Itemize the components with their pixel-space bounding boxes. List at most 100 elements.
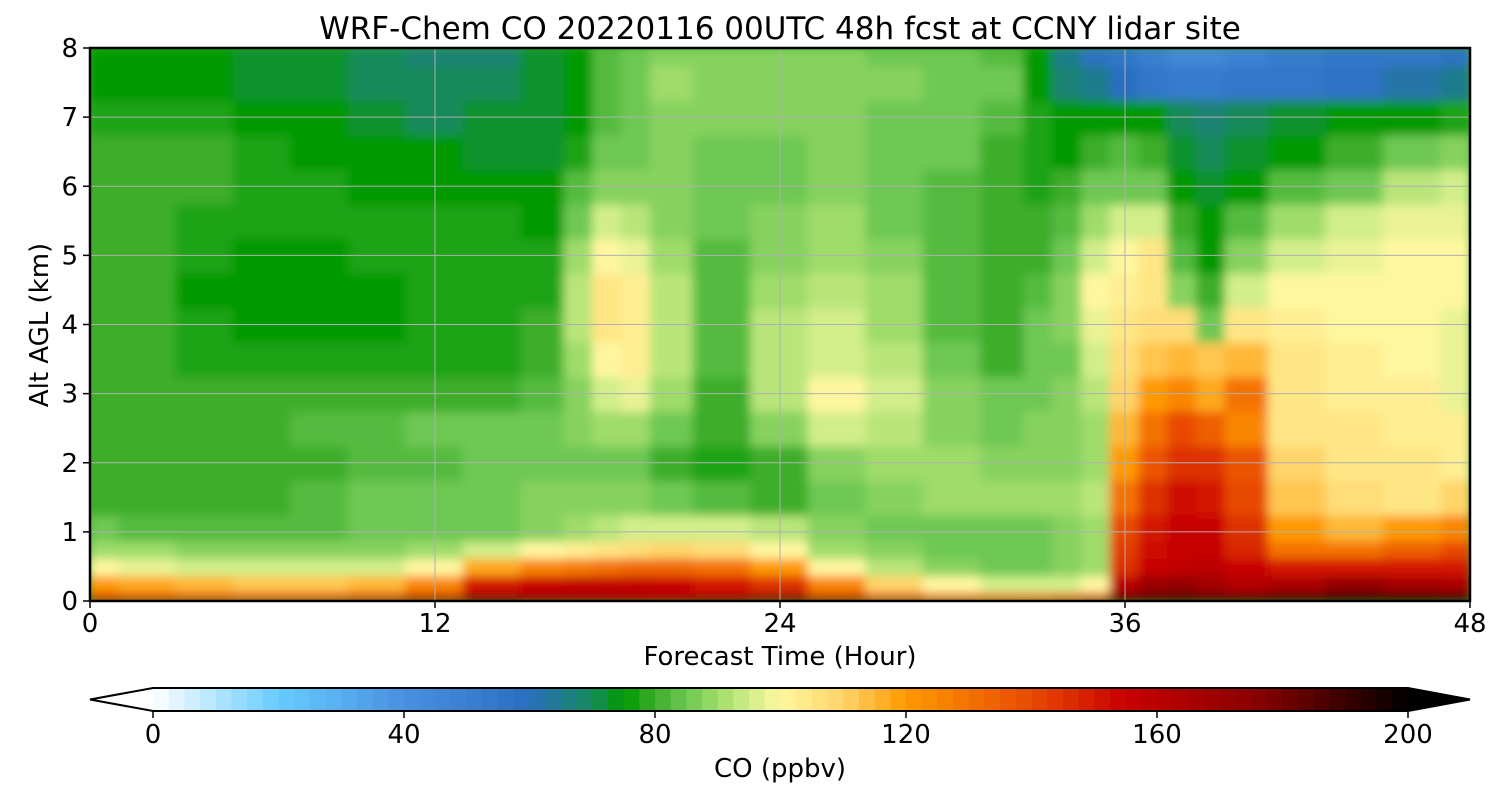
colorbar-swatch (388, 688, 405, 711)
contour-cell (1052, 479, 1083, 516)
contour-cell (807, 202, 868, 240)
contour-cell (980, 48, 1026, 67)
contour-cell (1267, 591, 1328, 601)
colorbar-swatch (231, 688, 248, 711)
colorbar-swatch (1329, 688, 1346, 711)
colorbar: 0 40 80 120 160 200 (89, 687, 1471, 750)
contour-cell (520, 64, 566, 101)
contour-cell (1267, 202, 1328, 240)
contour-cell (1052, 48, 1083, 67)
contour-cell (1138, 513, 1170, 542)
contour-cell (90, 202, 120, 240)
contour-cell (807, 340, 868, 378)
contour-cell (175, 271, 235, 309)
colorbar-swatch (200, 688, 217, 711)
contour-cell (1167, 202, 1198, 240)
contour-cell (347, 133, 408, 170)
contour-cell (807, 539, 868, 559)
contour-cell (592, 556, 623, 577)
contour-cell (1267, 409, 1328, 447)
contour-cell (1440, 479, 1470, 516)
colorbar-swatch (1015, 688, 1033, 711)
contour-cell (563, 409, 595, 447)
contour-cell (1325, 48, 1385, 67)
contour-cell (1167, 574, 1198, 594)
colorbar-swatch (435, 688, 452, 711)
contour-cell (922, 271, 983, 309)
colorbar-swatch (670, 688, 687, 711)
contour-cell (692, 409, 753, 447)
colorbar-swatch (968, 688, 986, 711)
colorbar-swatch (796, 688, 813, 711)
contour-cell (1325, 574, 1385, 594)
contour-cell (1325, 539, 1385, 559)
contour-cell (1080, 64, 1112, 101)
contour-cell (1052, 539, 1083, 559)
contour-cell (347, 340, 408, 378)
x-tick-label: 0 (82, 609, 99, 639)
contour-cell (592, 202, 623, 240)
colorbar-swatch (1298, 688, 1315, 711)
contour-cell (865, 539, 925, 559)
contour-cell (117, 479, 178, 516)
contour-cell (462, 271, 523, 309)
contour-cell (1080, 271, 1112, 309)
contour-cell (1267, 513, 1328, 542)
y-tick-label: 7 (61, 103, 78, 133)
contour-cell (563, 513, 595, 542)
colorbar-swatch (168, 688, 185, 711)
contour-cell (90, 574, 120, 594)
colorbar-swatch (937, 688, 954, 711)
colorbar-swatch (1078, 688, 1095, 711)
contour-cell (462, 479, 523, 516)
colorbar-swatch (576, 688, 593, 711)
contour-cell (563, 64, 595, 101)
colorbar-swatch (184, 688, 201, 711)
contour-cell (290, 64, 350, 101)
contour-cell (1440, 271, 1470, 309)
contour-cell (290, 479, 350, 516)
contour-cell (1325, 556, 1385, 577)
contour-cell (649, 340, 695, 378)
colorbar-swatch (1172, 688, 1189, 711)
contour-cell (1267, 539, 1328, 559)
contour-cell (1167, 48, 1198, 67)
contour-cell (232, 271, 293, 309)
y-tick-label: 2 (61, 449, 78, 479)
contour-cell (592, 539, 623, 559)
contour-cell (563, 591, 595, 601)
contour-cell (865, 479, 925, 516)
contour-cell (232, 64, 293, 101)
contour-cell (807, 64, 868, 101)
contour-cell (980, 539, 1026, 559)
contour-cell (1325, 591, 1385, 601)
colorbar-swatch (607, 688, 625, 711)
contour-cell (520, 202, 566, 240)
contour-cell (980, 202, 1026, 240)
contour-cell (649, 479, 695, 516)
contour-cell (692, 202, 753, 240)
contour-cell (692, 271, 753, 309)
contour-cell (1023, 591, 1055, 601)
contour-cell (620, 271, 652, 309)
colorbar-swatch (247, 688, 264, 711)
contour-cell (117, 409, 178, 447)
y-tick-label: 8 (61, 34, 78, 64)
contour-cell (175, 340, 235, 378)
contour-cell (592, 48, 623, 67)
contour-cell (865, 556, 925, 577)
colorbar-swatch (1235, 688, 1252, 711)
contour-cell (649, 513, 695, 542)
contour-cell (620, 202, 652, 240)
contour-cell (922, 574, 983, 594)
contour-cell (563, 48, 595, 67)
contour-cell (1080, 539, 1112, 559)
contour-cell (620, 133, 652, 170)
contour-cell (1138, 133, 1170, 170)
contour-cell (1023, 133, 1055, 170)
contour-cell (462, 591, 523, 601)
colorbar-swatch (1188, 688, 1205, 711)
colorbar-swatch (1251, 688, 1268, 711)
contour-cell (117, 133, 178, 170)
